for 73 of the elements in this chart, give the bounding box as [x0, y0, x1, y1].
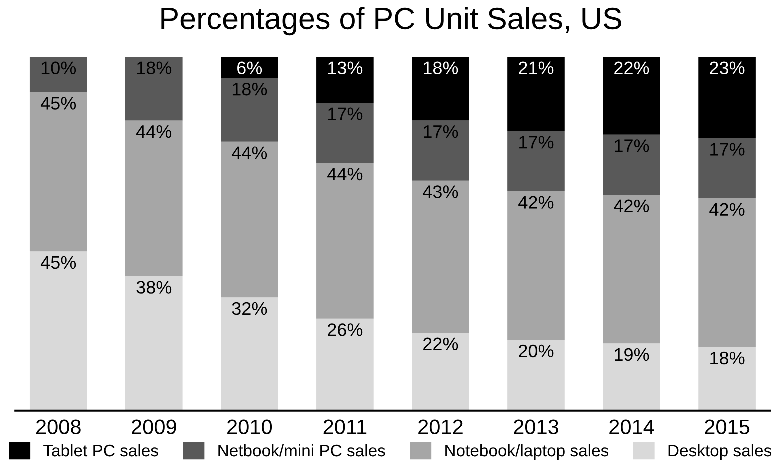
x-tick-label: 2008: [36, 420, 81, 435]
chart-title: Percentages of PC Unit Sales, US: [162, 7, 622, 36]
data-label: 18%: [424, 62, 458, 75]
bar: [125, 276, 183, 411]
bar: [316, 57, 374, 104]
data-label: 17%: [520, 136, 554, 149]
bar: [125, 57, 183, 121]
data-label: 42%: [614, 200, 650, 212]
x-tick-label: 2011: [324, 420, 367, 435]
data-label: 22%: [424, 338, 458, 350]
x-tick-label: 2009: [132, 420, 176, 435]
x-tick-label: 2014: [610, 420, 654, 435]
bar: [698, 138, 756, 199]
data-label: 20%: [519, 344, 554, 358]
bar: [30, 252, 88, 411]
bar: [603, 57, 660, 135]
x-tick-label: 2010: [228, 420, 272, 435]
bar: [412, 333, 470, 411]
data-label: 42%: [710, 203, 745, 216]
bar: [316, 103, 374, 164]
legend-label: Desktop sales: [668, 444, 772, 460]
data-label: 18%: [710, 352, 745, 365]
bar: [698, 57, 756, 138]
data-label: 44%: [136, 126, 172, 138]
data-label: 26%: [328, 324, 363, 336]
bar: [508, 191, 565, 340]
bar: [316, 318, 374, 411]
x-tick-label: 2015: [705, 420, 750, 435]
bar: [603, 344, 660, 411]
legend-label: Netbook/mini PC sales: [218, 444, 386, 457]
data-label: 22%: [614, 62, 650, 74]
bar: [412, 180, 470, 334]
data-label: 42%: [518, 196, 554, 209]
legend-label: Notebook/laptop sales: [446, 444, 609, 460]
data-label: 44%: [328, 168, 363, 181]
data-label: 45%: [40, 97, 76, 110]
data-label: 43%: [423, 186, 458, 198]
bar: [221, 298, 278, 411]
bar: [508, 57, 565, 132]
data-label: 45%: [40, 256, 76, 270]
data-label: 10%: [42, 62, 76, 75]
bar: [221, 78, 278, 142]
data-label: 13%: [328, 62, 363, 75]
bar: [221, 57, 278, 78]
data-label: 19%: [615, 348, 650, 362]
data-label: 6%: [238, 62, 262, 75]
bar: [221, 142, 278, 298]
data-label: 23%: [710, 62, 745, 75]
bar: [30, 57, 88, 92]
bar: [412, 57, 470, 121]
bar: [316, 163, 374, 319]
bar: [508, 131, 565, 192]
bar: [698, 347, 756, 411]
data-label: 17%: [615, 140, 650, 152]
data-label: 18%: [232, 82, 268, 96]
bar: [698, 198, 756, 348]
x-tick-label: 2012: [418, 420, 463, 435]
bar: [125, 120, 183, 276]
bar: [412, 120, 470, 181]
data-label: 32%: [232, 302, 268, 316]
data-label: 18%: [137, 62, 172, 75]
x-tick-label: 2013: [514, 420, 558, 435]
data-label: 21%: [519, 62, 554, 74]
bar: [603, 195, 660, 344]
bar: [508, 340, 565, 411]
bar: [30, 92, 88, 252]
legend-label: Tablet PC sales: [44, 444, 158, 457]
data-label: 44%: [232, 146, 268, 160]
data-label: 17%: [328, 108, 363, 120]
bar: [603, 134, 660, 196]
data-label: 17%: [424, 126, 458, 138]
data-label: 17%: [710, 143, 745, 156]
data-label: 38%: [136, 281, 172, 294]
